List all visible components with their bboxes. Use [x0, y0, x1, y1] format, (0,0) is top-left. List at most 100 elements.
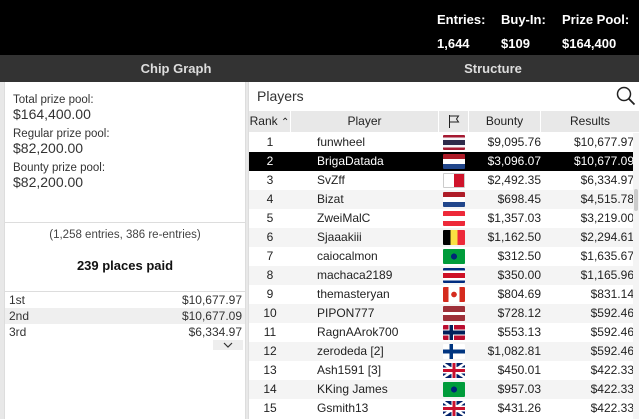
country-flag-icon: [443, 401, 465, 416]
table-row[interactable]: 8 machaca2189 $350.00 $1,165.96: [249, 266, 634, 285]
results-column-header[interactable]: Results: [541, 111, 639, 132]
chevron-down-icon[interactable]: [213, 340, 243, 350]
country-flag-icon: [443, 363, 465, 378]
results: $831.14: [590, 287, 634, 301]
bounty: $3,096.07: [487, 154, 541, 168]
rank: 14: [263, 382, 277, 396]
player-name: caiocalmon: [317, 249, 378, 263]
prize-pool-value: $164,400: [562, 36, 617, 51]
bounty: $553.13: [497, 325, 541, 339]
country-flag-icon: [443, 382, 465, 397]
player-name: Bizat: [317, 192, 344, 206]
rank: 12: [263, 344, 277, 358]
amount: $10,677.97: [181, 293, 242, 307]
payout-row: 3rd $6,334.97: [5, 324, 245, 340]
places-paid: 239 places paid: [76, 258, 174, 273]
place: 2nd: [9, 309, 30, 323]
bounty: $957.03: [497, 382, 541, 396]
table-row[interactable]: 9 themasteryan $804.69 $831.14: [249, 285, 634, 304]
country-flag-icon: [443, 268, 465, 283]
results: $1,165.96: [580, 268, 634, 282]
amount: $6,334.97: [188, 325, 242, 339]
player-name: Gsmith13: [317, 401, 369, 415]
regular-prize-value: $82,200.00: [13, 140, 84, 156]
prize-pool-stat: Prize Pool: $164,400: [562, 8, 629, 56]
country-flag-icon: [443, 135, 465, 150]
total-prize-label: Total prize pool:: [13, 94, 94, 106]
rank: 15: [263, 401, 277, 415]
entries-note: (1,258 entries, 386 re-entries): [5, 222, 245, 241]
player-column-header[interactable]: Player: [291, 111, 439, 132]
country-flag-icon: [443, 230, 465, 245]
results: $6,334.97: [580, 173, 634, 187]
table-row[interactable]: 4 Bizat $698.45 $4,515.78: [249, 190, 634, 209]
table-row[interactable]: 11 RagnAArok700 $553.13 $592.46: [249, 323, 634, 342]
country-flag-icon: [443, 211, 465, 226]
rank: 7: [266, 249, 274, 263]
players-panel: Players Rank ⌃ Player Bounty Results 1 f…: [248, 82, 639, 419]
players-table: 1 funwheel $9,095.76 $10,677.97 2 BrigaDa…: [249, 133, 634, 418]
player-name: SvZff: [317, 173, 345, 187]
players-title: Players: [257, 88, 304, 104]
player-name: ZweiMalC: [317, 211, 371, 225]
country-flag-icon: [443, 249, 465, 264]
rank-column-header[interactable]: Rank ⌃: [249, 111, 291, 132]
buyin-label: Buy-In:: [501, 12, 546, 27]
table-row[interactable]: 14 KKing James $957.03 $422.33: [249, 380, 634, 399]
player-name: RagnAArok700: [317, 325, 399, 339]
entries-stat: Entries: 1,644: [437, 8, 485, 56]
player-name: KKing James: [317, 382, 388, 396]
player-name: PIPON777: [317, 306, 375, 320]
player-name: machaca2189: [317, 268, 393, 282]
country-flag-icon: [443, 306, 465, 321]
rank: 9: [266, 287, 274, 301]
player-name: themasteryan: [317, 287, 390, 301]
table-row[interactable]: 10 PIPON777 $728.12 $592.46: [249, 304, 634, 323]
bounty-column-header[interactable]: Bounty: [469, 111, 541, 132]
bounty: $431.26: [497, 401, 541, 415]
rank: 11: [263, 325, 277, 339]
results: $592.46: [590, 306, 634, 320]
table-row[interactable]: 7 caiocalmon $312.50 $1,635.67: [249, 247, 634, 266]
table-row[interactable]: 12 zerodeda [2] $1,082.81 $592.46: [249, 342, 634, 361]
table-header: Rank ⌃ Player Bounty Results: [249, 111, 639, 132]
rank: 1: [266, 135, 274, 149]
regular-prize-label: Regular prize pool:: [13, 128, 110, 140]
flag-icon[interactable]: [439, 111, 469, 132]
table-row[interactable]: 3 SvZff $2,492.35 $6,334.97: [249, 171, 634, 190]
bounty-prize-value: $82,200.00: [13, 174, 84, 190]
player-name: BrigaDatada: [317, 154, 384, 168]
player-name: Ash1591 [3]: [317, 363, 382, 377]
results: $422.33: [590, 401, 634, 415]
table-row[interactable]: 1 funwheel $9,095.76 $10,677.97: [249, 133, 634, 152]
search-icon[interactable]: [616, 86, 636, 106]
bounty: $350.00: [497, 268, 541, 282]
payout-row: 1st $10,677.97: [5, 292, 245, 308]
country-flag-icon: [443, 344, 465, 359]
bounty: $9,095.76: [487, 135, 541, 149]
player-name: zerodeda [2]: [317, 344, 384, 358]
results: $10,677.09: [573, 154, 634, 168]
results: $592.46: [590, 325, 634, 339]
table-row[interactable]: 13 Ash1591 [3] $450.01 $422.33: [249, 361, 634, 380]
table-row[interactable]: 15 Gsmith13 $431.26 $422.33: [249, 399, 634, 418]
tab-structure[interactable]: Structure: [464, 61, 522, 76]
tournament-header: Entries: 1,644 Buy-In: $109 Prize Pool: $16…: [0, 0, 639, 55]
bounty: $698.45: [497, 192, 541, 206]
table-row[interactable]: 5 ZweiMalC $1,357.03 $3,219.00: [249, 209, 634, 228]
results: $592.46: [590, 344, 634, 358]
bounty-prize-label: Bounty prize pool:: [13, 162, 106, 174]
payout-row: 2nd $10,677.09: [5, 308, 245, 324]
payout-list: 1st $10,677.97 2nd $10,677.09 3rd $6,334.97: [5, 291, 245, 340]
country-flag-icon: [443, 325, 465, 340]
scrollbar[interactable]: [633, 133, 639, 419]
tab-chip-graph[interactable]: Chip Graph: [140, 61, 212, 76]
tab-bar: Chip Graph Structure: [0, 55, 639, 82]
bounty: $1,357.03: [487, 211, 541, 225]
country-flag-icon: [443, 173, 465, 188]
scrollbar-thumb[interactable]: [634, 189, 638, 211]
table-row[interactable]: 2 BrigaDatada $3,096.07 $10,677.09: [249, 152, 634, 171]
table-row[interactable]: 6 Sjaaakiii $1,162.50 $2,294.61: [249, 228, 634, 247]
rank: 2: [266, 154, 274, 168]
rank: 10: [263, 306, 277, 320]
